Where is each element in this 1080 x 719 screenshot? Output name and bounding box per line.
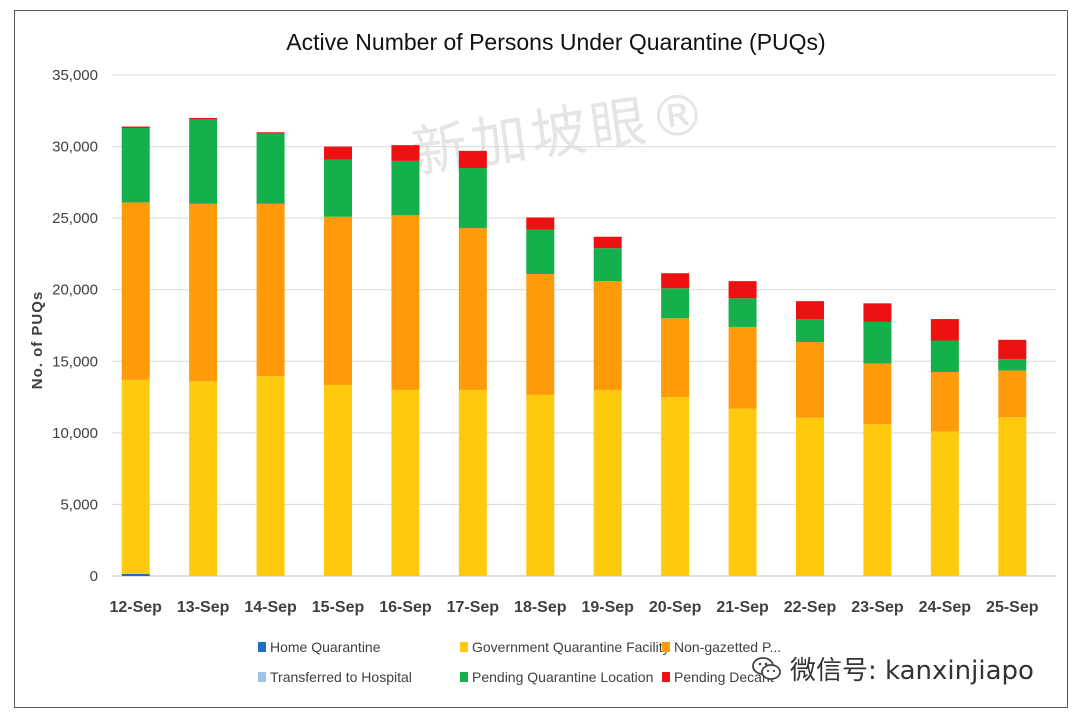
wechat-badge: 微信号: kanxinjiapo	[752, 650, 1034, 687]
bar-segment	[729, 409, 757, 576]
bar-segment	[324, 385, 352, 576]
bar-segment	[257, 204, 285, 376]
bar-segment	[729, 281, 757, 298]
x-tick-label: 25-Sep	[986, 599, 1039, 616]
bar-segment	[459, 168, 487, 228]
legend-swatch	[460, 642, 468, 652]
legend-swatch	[258, 642, 266, 652]
bar-segment	[998, 340, 1026, 359]
x-tick-label: 17-Sep	[447, 599, 500, 616]
y-tick-label: 0	[90, 568, 98, 585]
x-tick-label: 12-Sep	[109, 599, 162, 616]
legend-label: Home Quarantine	[270, 639, 381, 655]
x-tick-label: 24-Sep	[919, 599, 972, 616]
bar-segment	[391, 145, 419, 161]
bar-segment	[459, 228, 487, 390]
bar-segment	[189, 204, 217, 381]
bar-segment	[796, 319, 824, 342]
bar-segment	[391, 390, 419, 576]
bar-segment	[931, 341, 959, 372]
bar-segment	[998, 359, 1026, 370]
bar-segment	[931, 372, 959, 431]
y-tick-label: 35,000	[52, 67, 98, 84]
wechat-id-label: 微信号: kanxinjiapo	[790, 650, 1034, 687]
bar-segment	[661, 288, 689, 318]
bar-segment	[796, 301, 824, 319]
bar-segment	[324, 217, 352, 385]
y-tick-label: 25,000	[52, 210, 98, 227]
bar-segment	[661, 318, 689, 397]
x-tick-label: 23-Sep	[851, 599, 904, 616]
y-tick-label: 5,000	[60, 496, 98, 513]
bar-segment	[594, 281, 622, 390]
bar-segment	[459, 151, 487, 168]
chart-title: Active Number of Persons Under Quarantin…	[286, 29, 825, 55]
bar-segment	[122, 127, 150, 128]
y-axis-label: No. of PUQs	[29, 291, 46, 390]
bar-segment	[661, 397, 689, 576]
bar-segment	[863, 424, 891, 576]
legend-swatch	[662, 672, 670, 682]
x-tick-label: 21-Sep	[716, 599, 769, 616]
x-tick-label: 16-Sep	[379, 599, 432, 616]
bar-segment	[391, 161, 419, 215]
x-tick-label: 19-Sep	[581, 599, 634, 616]
bar-segment	[998, 371, 1026, 418]
bar-segment	[796, 342, 824, 418]
x-tick-label: 13-Sep	[177, 599, 230, 616]
bar-segment	[594, 248, 622, 281]
wechat-icon	[752, 656, 782, 682]
y-tick-label: 15,000	[52, 353, 98, 370]
bar-segment	[324, 147, 352, 160]
x-tick-label: 15-Sep	[312, 599, 365, 616]
x-tick-label: 14-Sep	[244, 599, 297, 616]
bar-segment	[931, 431, 959, 576]
bar-segment	[594, 237, 622, 248]
y-tick-label: 10,000	[52, 425, 98, 442]
bar-segment	[122, 574, 150, 576]
bar-segment	[931, 319, 959, 340]
bar-segment	[257, 132, 285, 133]
bar-segment	[324, 159, 352, 216]
bar-segment	[661, 273, 689, 288]
bar-segment	[257, 134, 285, 204]
bar-segment	[459, 390, 487, 576]
x-tick-label: 22-Sep	[784, 599, 837, 616]
bar-segment	[863, 322, 891, 364]
bar-segment	[729, 298, 757, 327]
bar-segment	[796, 418, 824, 576]
bar-segment	[526, 395, 554, 576]
legend-label: Government Quarantine Facility	[472, 639, 670, 655]
bar-segment	[526, 230, 554, 274]
bar-segment	[122, 380, 150, 574]
legend-swatch	[460, 672, 468, 682]
legend-label: Pending Quarantine Location	[472, 669, 653, 685]
x-tick-label: 18-Sep	[514, 599, 567, 616]
bar-segment	[729, 327, 757, 409]
bar-segment	[391, 215, 419, 390]
x-tick-label: 20-Sep	[649, 599, 702, 616]
y-tick-label: 30,000	[52, 139, 98, 156]
bar-segment	[526, 217, 554, 229]
bar-segment	[863, 303, 891, 322]
bar-segment	[189, 118, 217, 119]
bar-segment	[189, 119, 217, 203]
bar-segment	[863, 363, 891, 424]
bar-segment	[526, 274, 554, 395]
legend-swatch	[258, 672, 266, 682]
bar-segment	[189, 381, 217, 576]
legend-swatch	[662, 642, 670, 652]
legend-label: Transferred to Hospital	[270, 669, 412, 685]
bar-segment	[998, 417, 1026, 576]
bar-segment	[122, 202, 150, 379]
stacked-bar-chart: Active Number of Persons Under Quarantin…	[0, 0, 1080, 719]
y-tick-label: 20,000	[52, 282, 98, 299]
bar-segment	[122, 128, 150, 202]
bar-segment	[594, 390, 622, 576]
bar-segment	[257, 376, 285, 576]
